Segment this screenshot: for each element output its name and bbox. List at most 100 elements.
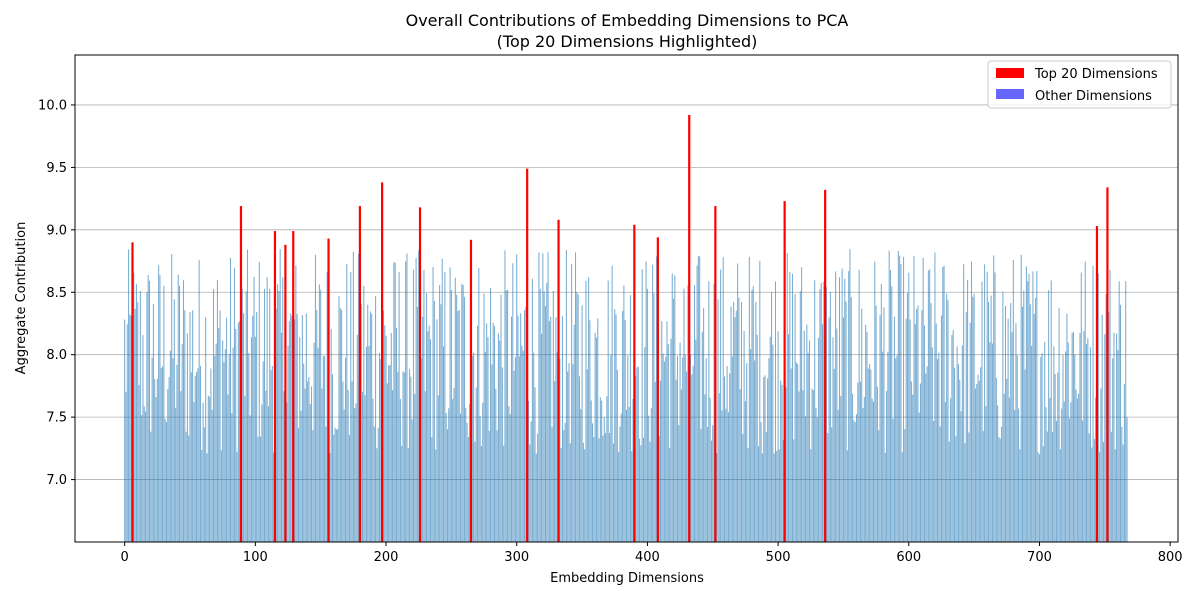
bar-other-dim — [652, 264, 654, 542]
bar-other-dim — [887, 352, 889, 542]
bar-other-dim — [875, 305, 877, 542]
bar-other-dim — [548, 321, 550, 542]
bar-other-dim — [537, 433, 539, 542]
bar-other-dim — [913, 255, 915, 542]
bar-other-dim — [205, 317, 207, 542]
legend-label-top: Top 20 Dimensions — [1034, 67, 1158, 82]
bar-other-dim — [288, 321, 290, 542]
bar-other-dim — [906, 292, 909, 542]
bar-other-dim — [282, 277, 284, 542]
bar-other-dim — [835, 271, 837, 542]
bar-other-dim — [1074, 354, 1076, 542]
bar-top-dim-156 — [327, 238, 330, 543]
bar-other-dim — [845, 301, 847, 542]
bar-other-dim — [850, 297, 852, 542]
bar-other-dim — [159, 275, 161, 542]
bar-other-dim — [355, 403, 357, 542]
bar-other-dim — [403, 372, 405, 542]
bar-other-dim — [831, 427, 833, 542]
bar-other-dim — [224, 349, 226, 542]
bar-other-dim — [397, 371, 399, 542]
bar-other-dim — [1113, 332, 1115, 542]
bar-other-dim — [287, 345, 289, 542]
bar-other-dim — [980, 367, 982, 542]
bar-other-dim — [1002, 291, 1004, 542]
bar-other-dim — [649, 441, 651, 542]
bar-other-dim — [795, 362, 797, 542]
bar-other-dim — [269, 288, 271, 542]
bar-other-dim — [674, 275, 676, 542]
bar-other-dim — [487, 337, 489, 542]
bar-other-dim — [147, 275, 149, 542]
bar-other-dim — [530, 421, 532, 542]
bar-other-dim — [418, 250, 420, 542]
bar-other-dim — [806, 324, 808, 542]
bar-other-dim — [565, 250, 567, 542]
bar-other-dim — [384, 325, 386, 542]
bar-other-dim — [623, 285, 625, 542]
bar-other-dim — [538, 252, 540, 543]
bar-other-dim — [709, 397, 711, 542]
bar-other-dim — [500, 294, 502, 542]
bar-top-dim-332 — [557, 219, 560, 543]
bar-other-dim — [832, 337, 834, 542]
legend-label-other: Other Dimensions — [1035, 89, 1152, 104]
bar-other-dim — [465, 408, 467, 542]
bar-other-dim — [482, 402, 484, 542]
y-tick-label-0: 7.0 — [46, 473, 67, 488]
bar-other-dim — [160, 368, 162, 542]
bar-other-dim — [567, 371, 569, 542]
bar-other-dim — [848, 271, 850, 542]
bar-other-dim — [778, 449, 780, 542]
bar-other-dim — [844, 278, 846, 542]
bar-other-dim — [811, 388, 813, 542]
bar-top-dim-6 — [131, 242, 134, 543]
bar-top-dim-129 — [292, 231, 295, 543]
bar-other-dim — [389, 365, 391, 542]
bar-other-dim — [870, 369, 872, 542]
bar-top-dim-89 — [239, 206, 243, 542]
bar-other-dim — [921, 310, 923, 542]
bar-other-dim — [896, 355, 898, 542]
bar-other-dim — [1027, 281, 1029, 542]
bar-other-dim — [522, 350, 524, 542]
bar-other-dim — [930, 303, 932, 542]
bar-other-dim — [546, 282, 548, 542]
bar-other-dim — [733, 301, 735, 542]
bar-other-dim — [172, 358, 174, 542]
bar-other-dim — [213, 289, 215, 542]
bar-other-dim — [188, 435, 190, 542]
bar-other-dim — [601, 400, 603, 542]
bar-other-dim — [454, 277, 456, 542]
bar-other-dim — [560, 447, 562, 542]
bar-top-dim-752 — [1106, 187, 1109, 542]
bar-other-dim — [1033, 313, 1035, 542]
bar-other-dim — [1049, 397, 1051, 542]
bar-other-dim — [888, 250, 890, 542]
bar-other-dim — [165, 421, 168, 542]
bar-other-dim — [544, 305, 546, 542]
bar-other-dim — [1084, 261, 1086, 542]
bar-other-dim — [254, 336, 256, 542]
bar-other-dim — [280, 332, 283, 542]
bar-other-dim — [789, 272, 791, 542]
bar-other-dim — [1007, 318, 1009, 542]
bar-other-dim — [1083, 330, 1085, 542]
bar-other-dim — [467, 437, 469, 542]
bar-other-dim — [972, 296, 974, 542]
bar-other-dim — [857, 382, 859, 542]
bar-other-dim — [658, 435, 660, 542]
bar-other-dim — [665, 357, 667, 542]
bar-other-dim — [173, 299, 175, 542]
y-tick-label-1: 7.5 — [46, 411, 67, 426]
bar-other-dim — [997, 405, 999, 542]
bar-other-dim — [893, 316, 895, 542]
bar-top-dim-265 — [469, 239, 473, 543]
bar-other-dim — [974, 388, 976, 542]
bar-other-dim — [198, 260, 200, 542]
bar-other-dim — [691, 374, 693, 542]
bar-other-dim — [449, 267, 451, 542]
bar-other-dim — [270, 370, 272, 542]
bar-other-dim — [1125, 281, 1127, 542]
bar-other-dim — [196, 372, 198, 542]
